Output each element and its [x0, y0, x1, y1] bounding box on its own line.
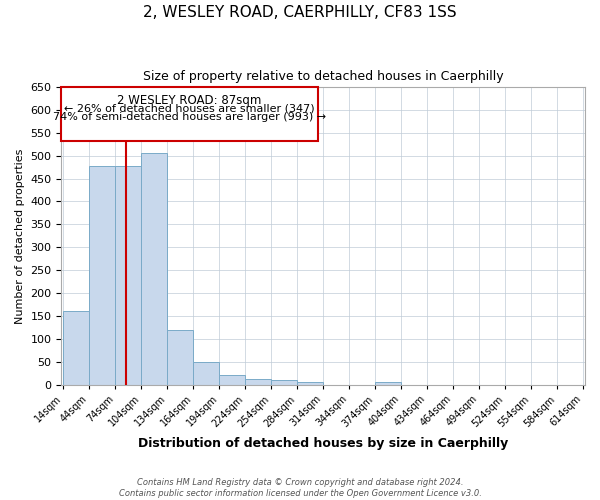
- Text: 2 WESLEY ROAD: 87sqm: 2 WESLEY ROAD: 87sqm: [118, 94, 262, 108]
- Bar: [63, 312, 89, 384]
- Text: 74% of semi-detached houses are larger (993) →: 74% of semi-detached houses are larger (…: [53, 112, 326, 122]
- Bar: [115, 166, 141, 384]
- Bar: [219, 374, 245, 384]
- Bar: [89, 166, 115, 384]
- Bar: [297, 382, 323, 384]
- FancyBboxPatch shape: [61, 87, 318, 141]
- Y-axis label: Number of detached properties: Number of detached properties: [15, 148, 25, 324]
- Bar: [193, 362, 219, 384]
- Bar: [141, 154, 167, 384]
- X-axis label: Distribution of detached houses by size in Caerphilly: Distribution of detached houses by size …: [138, 437, 508, 450]
- Text: Contains HM Land Registry data © Crown copyright and database right 2024.
Contai: Contains HM Land Registry data © Crown c…: [119, 478, 481, 498]
- Bar: [375, 382, 401, 384]
- Bar: [271, 380, 297, 384]
- Bar: [245, 379, 271, 384]
- Text: ← 26% of detached houses are smaller (347): ← 26% of detached houses are smaller (34…: [64, 104, 315, 114]
- Text: 2, WESLEY ROAD, CAERPHILLY, CF83 1SS: 2, WESLEY ROAD, CAERPHILLY, CF83 1SS: [143, 5, 457, 20]
- Bar: [167, 330, 193, 384]
- Title: Size of property relative to detached houses in Caerphilly: Size of property relative to detached ho…: [143, 70, 503, 83]
